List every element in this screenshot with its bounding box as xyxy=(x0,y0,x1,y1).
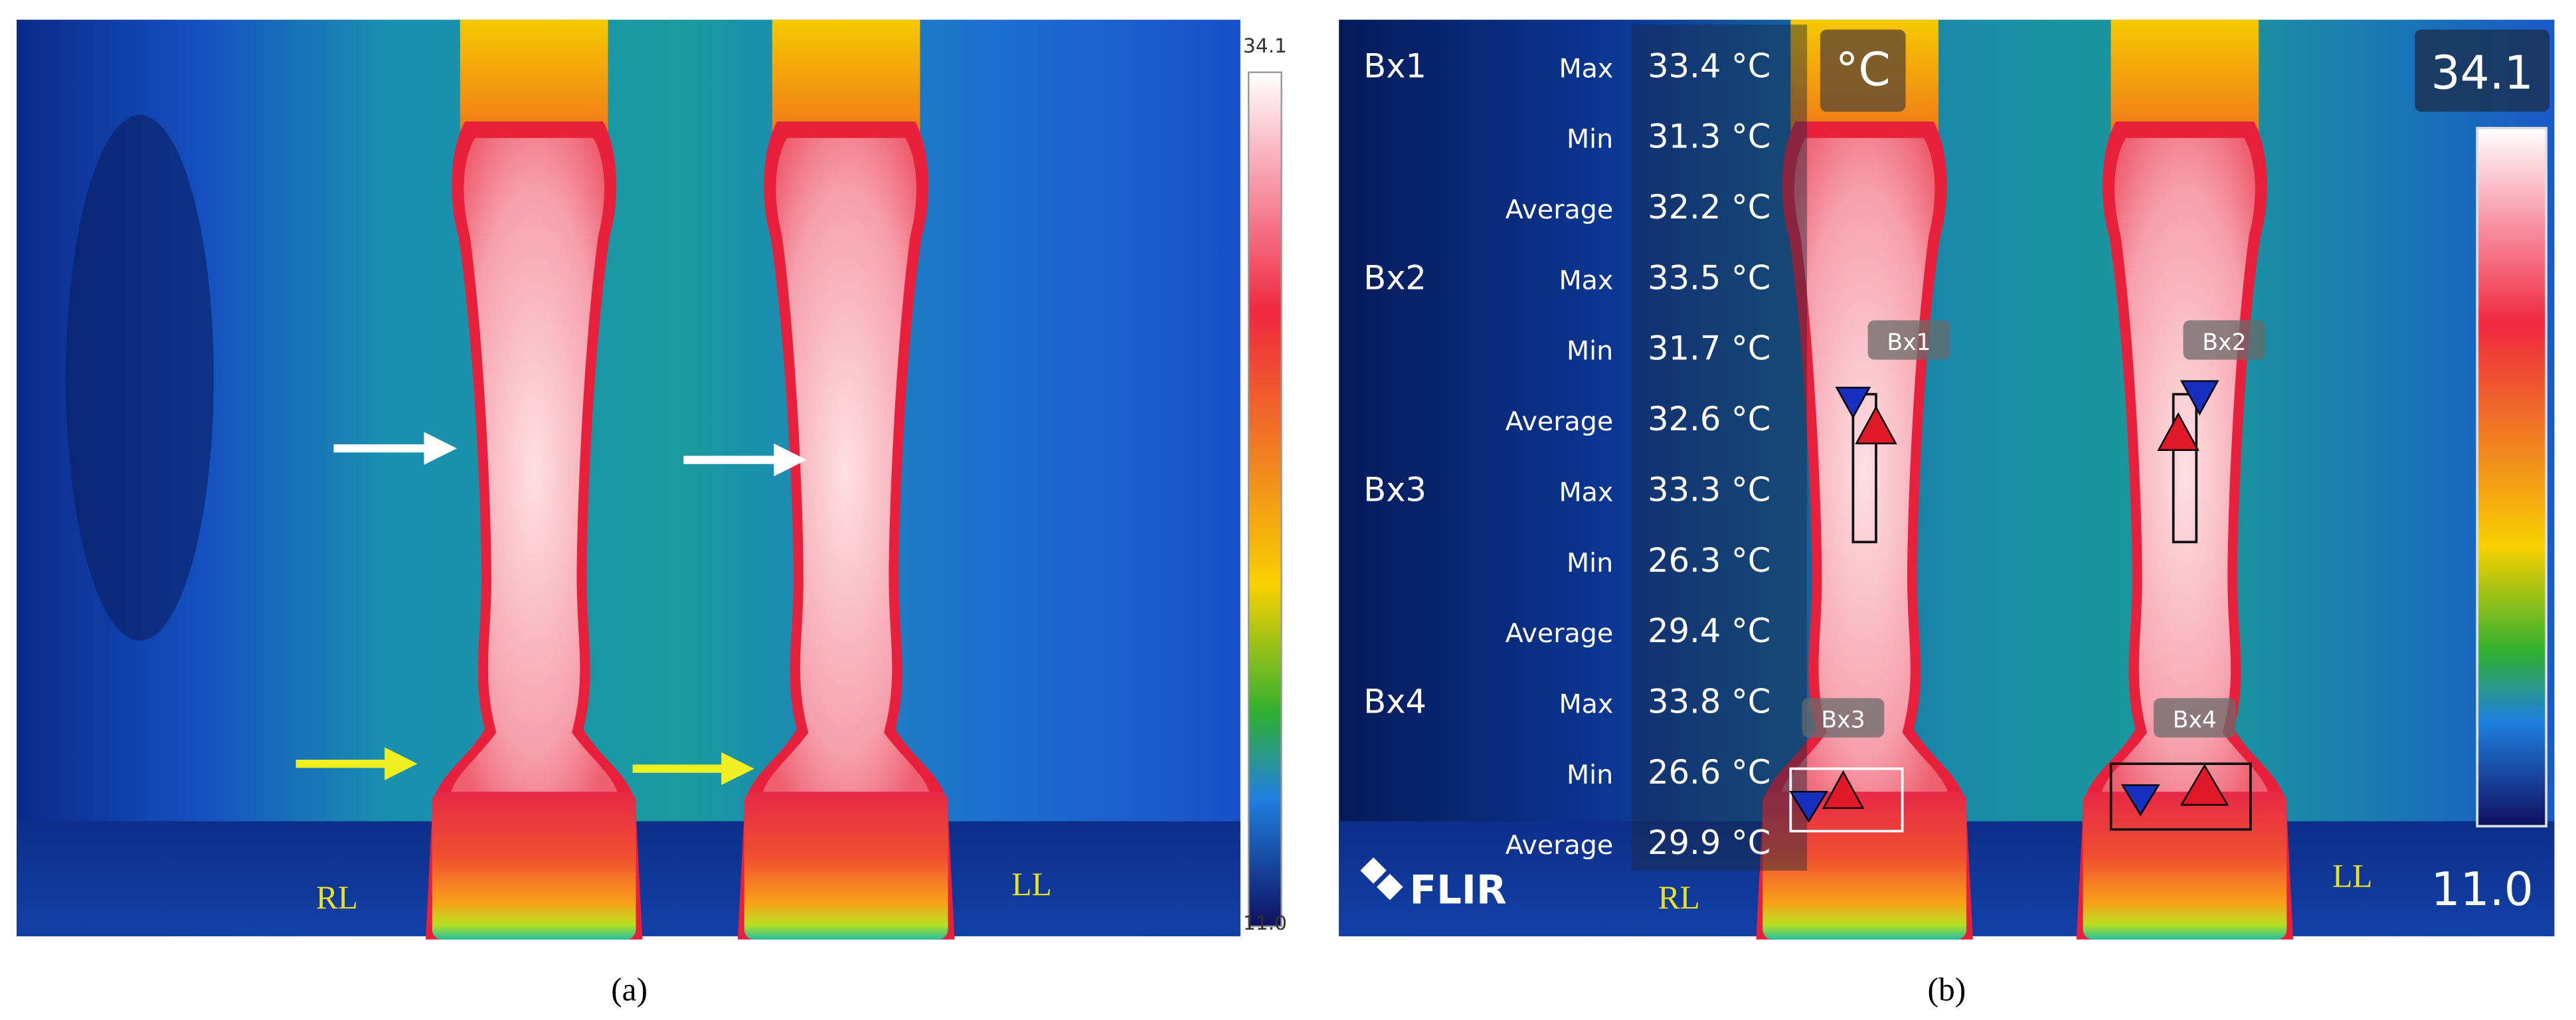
stat-name: Min xyxy=(1567,760,1613,790)
stat-value: 26.3 °C xyxy=(1648,541,1770,580)
stat-value: 32.6 °C xyxy=(1648,400,1770,438)
box-name: Bx3 xyxy=(1363,470,1426,509)
min-marker xyxy=(1835,386,1871,419)
color-scale xyxy=(2476,127,2548,827)
box-name: Bx1 xyxy=(1363,46,1426,85)
measure-boxes xyxy=(1789,392,2252,833)
box-tag: Bx1 xyxy=(1887,329,1931,356)
leg-label: LL xyxy=(2332,858,2372,894)
arrow-head xyxy=(774,443,807,477)
stat-name: Max xyxy=(1559,53,1613,84)
stat-value: 31.3 °C xyxy=(1648,118,1770,156)
max-marker xyxy=(2180,764,2229,806)
stat-value: 32.2 °C xyxy=(1648,188,1770,226)
scale-max: 34.1 xyxy=(1243,34,1287,57)
caption: (a) xyxy=(611,971,647,1007)
logo: FLIR xyxy=(1410,867,1507,912)
stat-value: 29.9 °C xyxy=(1648,823,1770,862)
arrow-head xyxy=(721,752,754,786)
stat-name: Min xyxy=(1567,336,1613,367)
stat-name: Max xyxy=(1559,477,1613,507)
box-tag: Bx3 xyxy=(1821,707,1865,734)
box-tag-bg xyxy=(1802,698,1885,738)
scale-min: 11.0 xyxy=(2431,863,2533,916)
stat-value: 26.6 °C xyxy=(1648,753,1770,792)
leg-label: RL xyxy=(1658,879,1700,916)
box-tag-bg xyxy=(2183,320,2266,360)
stat-name: Max xyxy=(1559,265,1613,296)
logo-mark xyxy=(1360,857,1403,900)
stat-value: 33.5 °C xyxy=(1648,258,1770,297)
max-marker xyxy=(1855,405,1897,445)
box-name: Bx2 xyxy=(1363,258,1426,297)
max-marker xyxy=(2157,412,2199,451)
unit-badge-bg xyxy=(1820,29,1906,112)
arrow-head xyxy=(424,432,457,465)
color-scale xyxy=(1247,71,1282,928)
scale-max: 34.1 xyxy=(2431,47,2533,100)
unit-badge: °C xyxy=(1836,44,1891,97)
measure-box xyxy=(1789,767,1904,833)
arrows xyxy=(296,432,807,786)
panel-b: °C 34.1 11.0 FLIR RL LL (b) Bx1 Max 33.4 °… xyxy=(1339,19,2555,1007)
leg-label: RL xyxy=(316,879,358,916)
min-marker xyxy=(1789,790,1828,823)
readout-backdrop xyxy=(1631,25,1808,871)
box-tag: Bx2 xyxy=(2202,329,2246,356)
box-tag-bg xyxy=(2153,698,2236,738)
box-tag-bg xyxy=(1867,320,1950,360)
stat-name: Min xyxy=(1567,124,1613,155)
scale-max-bg xyxy=(2415,29,2550,112)
box-name: Bx4 xyxy=(1363,682,1426,721)
max-marker xyxy=(1822,770,1865,809)
arrow-head xyxy=(385,747,418,780)
min-marker xyxy=(2180,380,2219,416)
stat-value: 33.8 °C xyxy=(1648,682,1770,721)
stat-name: Average xyxy=(1505,406,1613,437)
shadow xyxy=(66,115,214,641)
stat-value: 33.4 °C xyxy=(1648,46,1770,85)
stat-name: Min xyxy=(1567,548,1613,578)
stat-value: 31.7 °C xyxy=(1648,329,1770,368)
caption: (b) xyxy=(1928,971,1966,1007)
measure-box xyxy=(2109,762,2252,831)
box-tag: Bx4 xyxy=(2173,707,2217,734)
panel-a: RL LL 34.1 11.0 (a) xyxy=(17,19,1287,1007)
stat-name: Max xyxy=(1559,689,1613,719)
markers xyxy=(1789,380,2229,823)
stat-name: Average xyxy=(1505,618,1613,649)
thermal-background xyxy=(17,19,1241,936)
stat-name: Average xyxy=(1505,830,1613,861)
stat-value: 33.3 °C xyxy=(1648,470,1770,509)
leg-label: LL xyxy=(1011,866,1051,902)
measure-box xyxy=(2172,392,2198,544)
min-marker xyxy=(2120,784,2160,817)
stat-value: 29.4 °C xyxy=(1648,612,1770,650)
stat-name: Average xyxy=(1505,195,1613,225)
scale-min: 11.0 xyxy=(1243,911,1287,934)
